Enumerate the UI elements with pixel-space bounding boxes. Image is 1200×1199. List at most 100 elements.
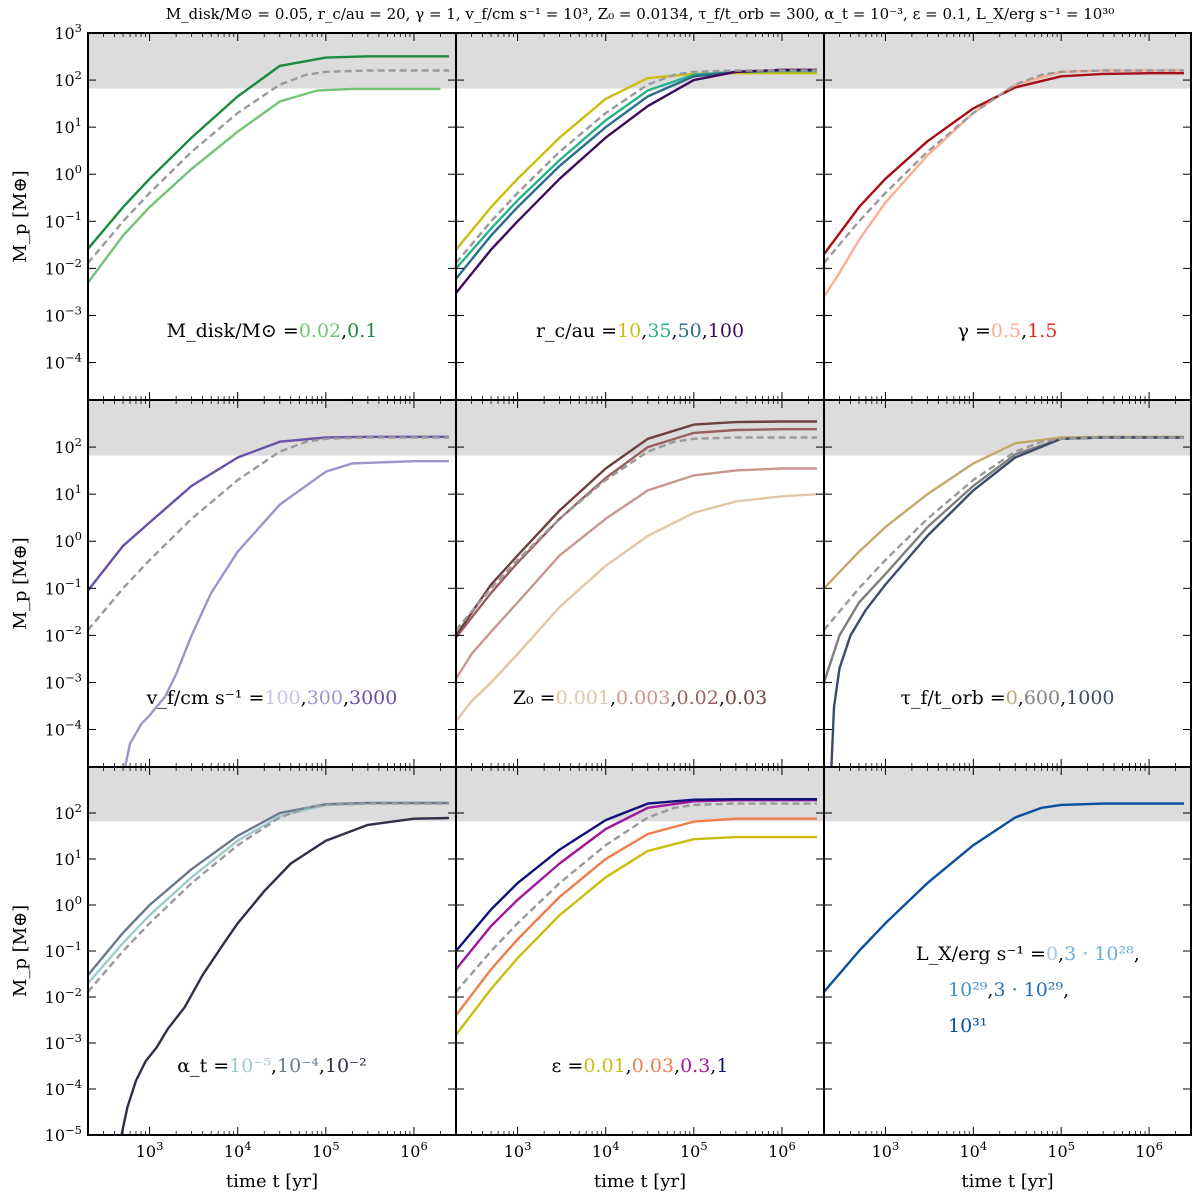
panel-rc: r_c/au =10,35,50,100 bbox=[455, 32, 825, 401]
x-tick-label: 104 bbox=[224, 1139, 252, 1161]
y-tick-label: 101 bbox=[54, 847, 82, 869]
series-line-1 bbox=[456, 798, 817, 952]
x-tick-label: 106 bbox=[768, 1139, 796, 1161]
series-line-0.001 bbox=[456, 493, 818, 722]
fiducial-dashed-line bbox=[88, 69, 449, 264]
y-tick-label: 10−2 bbox=[45, 623, 82, 645]
parameter-label: L_X/erg s⁻¹ =0,3 · 10²⁸, bbox=[916, 943, 1140, 965]
parameter-label: τ_f/t_orb =0,600,1000 bbox=[900, 687, 1114, 709]
fiducial-dashed-line bbox=[824, 69, 1184, 264]
series-line-10^-2 bbox=[120, 816, 450, 1135]
panel-frame bbox=[823, 766, 1192, 1136]
series-line-0.02 bbox=[456, 428, 817, 639]
y-tick-label: 10−1 bbox=[45, 209, 82, 231]
shaded-band bbox=[456, 400, 824, 456]
y-tick-label: 102 bbox=[54, 435, 82, 457]
series-line-10^-5 bbox=[88, 801, 449, 984]
y-tick-label: 101 bbox=[54, 482, 82, 504]
shaded-band bbox=[456, 33, 824, 89]
series-line-50 bbox=[456, 69, 817, 280]
panel-vf: 10−4 10−3 10−2 10−1 100 101 102 M_p [M⊕] v_f/cm … bbox=[10, 399, 457, 768]
series-line-0.02 bbox=[88, 87, 441, 284]
y-tick-label: 10−2 bbox=[45, 256, 82, 278]
series-line-1000 bbox=[830, 436, 1184, 767]
y-tick-label: 102 bbox=[54, 801, 82, 823]
x-tick-label: 103 bbox=[136, 1139, 164, 1161]
x-tick-label: 105 bbox=[312, 1139, 340, 1161]
parameter-label: α_t =10⁻⁵,10⁻⁴,10⁻² bbox=[177, 1055, 367, 1077]
parameter-label: v_f/cm s⁻¹ =100,300,3000 bbox=[146, 687, 398, 709]
y-axis-label: M_p [M⊕] bbox=[10, 170, 31, 262]
series-line-35 bbox=[456, 69, 817, 270]
panel-lx: 103 104 105 106 time t [yr] L_X/erg s⁻¹ =0,3 … bbox=[823, 766, 1192, 1192]
series-line-0.5 bbox=[824, 69, 1184, 298]
x-tick-label: 104 bbox=[592, 1139, 620, 1161]
x-tick-label: 105 bbox=[680, 1139, 708, 1161]
parameter-label: M_disk/M⊙ =0.02,0.1 bbox=[167, 320, 378, 342]
y-tick-label: 100 bbox=[54, 162, 82, 184]
x-tick-label: 103 bbox=[504, 1139, 532, 1161]
shaded-band bbox=[824, 767, 1191, 822]
y-tick-label: 10−3 bbox=[45, 670, 82, 692]
parameter-label: r_c/au =10,35,50,100 bbox=[536, 320, 744, 342]
fiducial-dashed-line bbox=[456, 436, 817, 631]
figure-title: M_disk/M⊙ = 0.05, r_c/au = 20, γ = 1, v_… bbox=[166, 5, 1115, 23]
y-tick-label: 10−1 bbox=[45, 576, 82, 598]
x-tick-label: 104 bbox=[959, 1139, 987, 1161]
fiducial-dashed-line bbox=[88, 802, 449, 993]
y-tick-label: 103 bbox=[54, 21, 82, 43]
series-line-600 bbox=[824, 436, 1184, 683]
series-line-1.5 bbox=[824, 72, 1184, 255]
fiducial-dashed-line bbox=[456, 802, 817, 993]
y-tick-label: 100 bbox=[54, 529, 82, 551]
shaded-band bbox=[88, 400, 456, 456]
fiducial-dashed-line bbox=[88, 436, 449, 631]
x-tick-label: 106 bbox=[400, 1139, 428, 1161]
x-axis-label: time t [yr] bbox=[594, 1171, 686, 1192]
shaded-band bbox=[88, 767, 456, 822]
y-tick-label: 10−4 bbox=[45, 350, 82, 372]
y-tick-label: 101 bbox=[54, 115, 82, 137]
x-tick-label: 105 bbox=[1047, 1139, 1075, 1161]
panel-frame bbox=[87, 766, 457, 1136]
series-line-0.1 bbox=[88, 55, 449, 250]
parameter-label: γ =0.5,1.5 bbox=[958, 320, 1058, 342]
fiducial-dashed-line bbox=[456, 69, 817, 264]
y-tick-label: 10−4 bbox=[45, 717, 82, 739]
y-axis-label: M_p [M⊕] bbox=[10, 537, 31, 629]
y-tick-label: 10−3 bbox=[45, 1031, 82, 1053]
y-tick-label: 10−2 bbox=[45, 985, 82, 1007]
y-tick-label: 10−1 bbox=[45, 939, 82, 961]
parameter-label: 10²⁹,3 · 10²⁹, bbox=[948, 979, 1069, 1001]
series-line-10 bbox=[456, 72, 817, 251]
shaded-band bbox=[824, 33, 1191, 89]
parameter-label: 10³¹ bbox=[948, 1015, 987, 1037]
panel-tauf: τ_f/t_orb =0,600,1000 bbox=[823, 399, 1192, 768]
series-line-300 bbox=[123, 460, 449, 767]
panel-epsilon: 103 104 105 106 time t [yr] ε =0.01,0.03,0.3,… bbox=[455, 766, 825, 1192]
parameter-label: ε =0.01,0.03,0.3,1 bbox=[552, 1055, 729, 1077]
y-tick-label: 102 bbox=[54, 68, 82, 90]
shaded-band bbox=[456, 767, 824, 822]
y-axis-label: M_p [M⊕] bbox=[10, 905, 31, 997]
y-tick-label: 10−4 bbox=[45, 1077, 82, 1099]
y-tick-label: 100 bbox=[54, 893, 82, 915]
shaded-band bbox=[88, 33, 456, 89]
series-line-0.03 bbox=[456, 817, 817, 1017]
panel-z0: Z₀ =0.001,0.003,0.02,0.03 bbox=[455, 399, 825, 768]
series-line-0.003 bbox=[456, 467, 817, 680]
x-axis-label: time t [yr] bbox=[226, 1171, 318, 1192]
series-line-all bbox=[824, 802, 1184, 993]
series-line-0.03 bbox=[456, 420, 817, 637]
parameter-label: Z₀ =0.001,0.003,0.02,0.03 bbox=[513, 687, 767, 709]
panel-gamma: γ =0.5,1.5 bbox=[823, 32, 1192, 401]
panel-frame bbox=[455, 766, 825, 1136]
fiducial-dashed-line bbox=[824, 436, 1184, 631]
panel-alpha: 10−5 10−4 10−3 10−2 10−1 100 101 102 M_p [M⊕] 103… bbox=[10, 766, 457, 1192]
x-tick-label: 106 bbox=[1135, 1139, 1163, 1161]
series-line-0.01 bbox=[456, 835, 817, 1036]
y-tick-label: 10−3 bbox=[45, 303, 82, 325]
x-axis-label: time t [yr] bbox=[961, 1171, 1053, 1192]
x-tick-label: 103 bbox=[872, 1139, 900, 1161]
